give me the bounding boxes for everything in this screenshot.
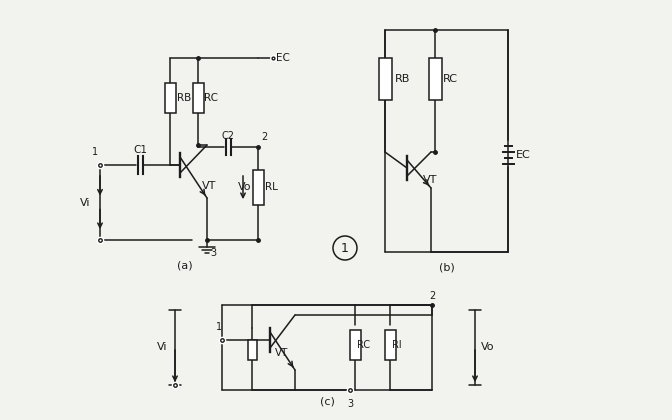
Text: RC: RC xyxy=(204,93,218,103)
Text: 3: 3 xyxy=(347,399,353,409)
Text: 2: 2 xyxy=(261,132,267,142)
Text: VT: VT xyxy=(275,348,288,358)
Text: Vi: Vi xyxy=(157,342,167,352)
Text: VT: VT xyxy=(423,175,437,185)
Bar xyxy=(165,83,175,113)
Text: RB: RB xyxy=(177,93,192,103)
Text: RC: RC xyxy=(443,74,458,84)
Text: 1: 1 xyxy=(341,241,349,255)
Text: 2: 2 xyxy=(429,291,435,301)
Text: (c): (c) xyxy=(320,397,335,407)
Text: (a): (a) xyxy=(177,260,193,270)
Text: 1: 1 xyxy=(92,147,98,157)
Text: 1: 1 xyxy=(216,322,222,332)
Text: VT: VT xyxy=(202,181,216,191)
Bar xyxy=(349,330,360,360)
Text: Vo: Vo xyxy=(481,342,495,352)
Bar xyxy=(253,170,263,205)
Bar xyxy=(247,340,257,360)
Text: 3: 3 xyxy=(210,248,216,258)
Text: EC: EC xyxy=(516,150,531,160)
Text: (b): (b) xyxy=(439,262,454,272)
Text: Vi: Vi xyxy=(80,197,90,207)
Text: C2: C2 xyxy=(222,131,235,141)
Text: Rl: Rl xyxy=(392,340,402,350)
Text: EC: EC xyxy=(276,53,290,63)
Text: RB: RB xyxy=(395,74,411,84)
Text: C1: C1 xyxy=(133,145,147,155)
Text: RC: RC xyxy=(357,340,370,350)
Bar xyxy=(384,330,396,360)
Bar xyxy=(378,58,392,100)
Text: Vo: Vo xyxy=(238,183,251,192)
Bar xyxy=(192,83,204,113)
Text: RL: RL xyxy=(265,183,278,192)
Bar xyxy=(429,58,442,100)
